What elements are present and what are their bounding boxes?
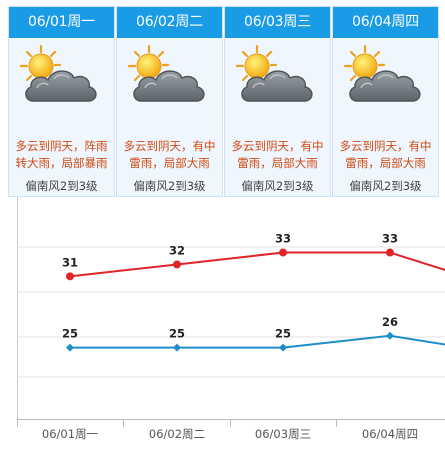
- day-header: 06/03周三: [225, 7, 330, 38]
- low-temp-value-label: 25: [62, 327, 78, 341]
- x-tick-label: 06/01周一: [42, 427, 99, 441]
- temperature-chart-svg: 06/01周一 06/02周二 06/03周三 06/04周四 31 32 33 33 25 25…: [17, 197, 445, 441]
- low-temp-point: [66, 343, 74, 352]
- partly-cloudy-sun-icon: [343, 43, 427, 115]
- day-header: 06/01周一: [9, 7, 114, 38]
- weather-description: 多云到阴天，有中雷雨，局部大雨: [123, 139, 216, 170]
- low-temp-point: [386, 331, 394, 340]
- x-tick-label: 06/03周三: [255, 427, 311, 441]
- high-temp-point: [173, 260, 181, 269]
- high-temp-point: [66, 272, 74, 281]
- low-temp-value-label: 25: [275, 327, 291, 341]
- forecast-card: 06/02周二 多云到阴天，有中雷雨，局部大雨 偏南风2到3级: [116, 6, 223, 197]
- weather-description: 多云到阴天，有中雷雨，局部大雨: [231, 139, 324, 170]
- forecast-cards: 06/01周一 多云到阴天，阵雨转大雨，局部暴雨 偏南风2到3级 06/02周二…: [8, 6, 445, 197]
- x-tick-label: 06/04周四: [362, 427, 418, 441]
- high-temp-value-label: 33: [275, 232, 291, 246]
- forecast-card: 06/04周四 多云到阴天，有中雷雨，局部大雨 偏南风2到3级: [332, 6, 439, 197]
- high-temp-value-label: 31: [62, 255, 78, 269]
- partly-cloudy-sun-icon: [19, 43, 103, 115]
- low-temp-value-label: 25: [169, 327, 185, 341]
- high-temp-value-label: 32: [169, 243, 185, 257]
- low-temp-point: [173, 343, 181, 352]
- high-temp-point: [386, 248, 394, 257]
- x-tick-label: 06/02周二: [149, 427, 205, 441]
- wind-info: 偏南风2到3级: [241, 179, 314, 193]
- wind-info: 偏南风2到3级: [133, 179, 206, 193]
- temperature-chart: 06/01周一 06/02周二 06/03周三 06/04周四 31 32 33 33 25 25…: [0, 197, 445, 450]
- weather-description: 多云到阴天，有中雷雨，局部大雨: [339, 139, 432, 170]
- high-temp-value-label: 33: [382, 232, 398, 246]
- forecast-card: 06/01周一 多云到阴天，阵雨转大雨，局部暴雨 偏南风2到3级: [8, 6, 115, 197]
- day-header: 06/04周四: [333, 7, 438, 38]
- forecast-card: 06/03周三 多云到阴天，有中雷雨，局部大雨 偏南风2到3级: [224, 6, 331, 197]
- low-temp-point: [279, 343, 287, 352]
- low-temp-value-label: 26: [382, 315, 398, 329]
- day-header: 06/02周二: [117, 7, 222, 38]
- partly-cloudy-sun-icon: [127, 43, 211, 115]
- weather-description: 多云到阴天，阵雨转大雨，局部暴雨: [15, 139, 108, 170]
- wind-info: 偏南风2到3级: [349, 179, 422, 193]
- high-temp-point: [279, 248, 287, 257]
- partly-cloudy-sun-icon: [235, 43, 319, 115]
- wind-info: 偏南风2到3级: [25, 179, 98, 193]
